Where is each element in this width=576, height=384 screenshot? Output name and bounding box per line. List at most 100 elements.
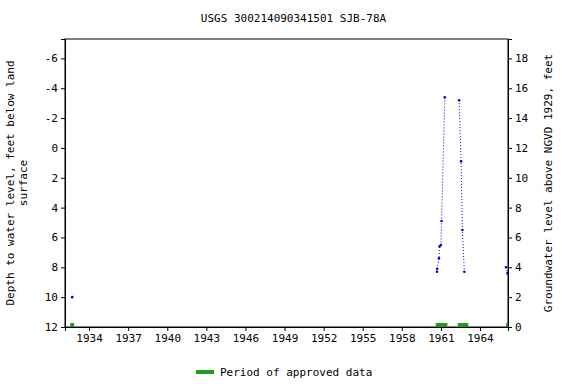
tick-mark (61, 58, 65, 59)
tick-mark (508, 267, 512, 268)
tick: 2 (51, 172, 65, 185)
tick: 1952 (311, 327, 338, 345)
tick-mark (61, 327, 65, 328)
tick: 0 (508, 321, 522, 334)
tick-label: 1961 (428, 332, 455, 345)
tick-mark (61, 88, 65, 89)
tick: 10 (508, 172, 528, 185)
tick-label: 18 (515, 52, 528, 65)
tick-label: 1964 (467, 332, 494, 345)
data-point (458, 99, 461, 102)
tick-label: 12 (45, 321, 58, 334)
tick: -6 (45, 52, 65, 65)
axis-line (61, 40, 66, 328)
tick-label: 16 (515, 82, 528, 95)
tick-mark (89, 327, 90, 331)
data-point (71, 296, 74, 299)
approved-period (436, 323, 448, 327)
tick-label: 10 (515, 172, 528, 185)
tick-label: 2 (51, 172, 58, 185)
tick-mark (61, 118, 65, 119)
data-point (460, 160, 463, 163)
tick: 1937 (115, 327, 142, 345)
tick-mark (402, 327, 403, 331)
tick: 1955 (350, 327, 377, 345)
tick-label: 1943 (194, 332, 221, 345)
tick-mark (61, 178, 65, 179)
tick: 8 (508, 202, 522, 215)
tick-mark (324, 327, 325, 331)
data-point (444, 96, 447, 99)
tick-mark (61, 297, 65, 298)
tick: 12 (45, 321, 65, 334)
data-point (505, 266, 508, 269)
data-point (438, 257, 441, 260)
tick-label: 0 (515, 321, 522, 334)
tick: 1946 (233, 327, 259, 345)
tick-mark (61, 267, 65, 268)
data-point (463, 270, 466, 273)
chart: 1934193719401943194619491952195519581961… (0, 0, 576, 384)
legend-label: Period of approved data (220, 366, 372, 379)
tick: 1949 (272, 327, 299, 345)
tick-mark (441, 327, 442, 331)
data-point (461, 229, 464, 232)
tick-label: 1934 (76, 332, 103, 345)
tick-mark (245, 327, 246, 331)
tick-label: 1946 (233, 332, 259, 345)
tick-label: 6 (515, 231, 522, 244)
tick-mark (508, 88, 512, 89)
tick-label: 1952 (311, 332, 338, 345)
tick: 12 (508, 142, 528, 155)
data-point (440, 244, 443, 247)
tick-mark (363, 327, 364, 331)
y2-axis: 0 2 4 6 8 10 12 14 16 18 (508, 40, 529, 335)
tick-mark (128, 327, 129, 331)
tick-label: -6 (45, 52, 58, 65)
tick-mark (61, 208, 65, 209)
y-axis-title-line: Depth to water level, feet below land (4, 60, 17, 305)
tick-label: 10 (45, 291, 58, 304)
tick: -2 (45, 112, 65, 125)
data-point (436, 270, 439, 273)
tick-mark (61, 148, 65, 149)
tick-label: 8 (51, 261, 58, 274)
tick: 1943 (194, 327, 221, 345)
tick-mark (206, 327, 207, 331)
tick: 1934 (76, 327, 103, 345)
tick: 2 (508, 291, 522, 304)
tick: -4 (45, 82, 65, 95)
tick-label: 8 (515, 202, 522, 215)
tick-mark (285, 327, 286, 331)
tick: 6 (51, 231, 65, 244)
tick-label: 0 (51, 142, 58, 155)
y-axis-title-line: surface (17, 160, 30, 206)
tick: 0 (51, 142, 65, 155)
tick-label: 1937 (115, 332, 142, 345)
tick-mark (508, 118, 512, 119)
axis-line (66, 328, 509, 332)
tick-mark (508, 327, 512, 328)
tick: 4 (51, 202, 65, 215)
approved-period (506, 323, 508, 327)
tick-mark (167, 327, 168, 331)
tick-mark (480, 327, 481, 331)
tick-mark (508, 237, 512, 238)
tick: 10 (45, 291, 65, 304)
tick-label: 14 (515, 112, 529, 125)
tick-label: -4 (45, 82, 59, 95)
tick: 1958 (389, 327, 416, 345)
tick-label: 4 (51, 202, 58, 215)
tick-label: -2 (45, 112, 58, 125)
tick-label: 1958 (389, 332, 416, 345)
tick: 1961 (428, 327, 455, 345)
tick-label: 4 (515, 261, 522, 274)
approved-period (458, 323, 468, 327)
x-axis: 1934193719401943194619491952195519581961… (66, 327, 509, 345)
tick-label: 1955 (350, 332, 377, 345)
series-line (72, 97, 507, 297)
tick: 8 (51, 261, 65, 274)
y2-axis-title: Groundwater level above NGVD 1929, feet (542, 54, 555, 312)
tick-label: 6 (51, 231, 58, 244)
tick-label: 1949 (272, 332, 299, 345)
